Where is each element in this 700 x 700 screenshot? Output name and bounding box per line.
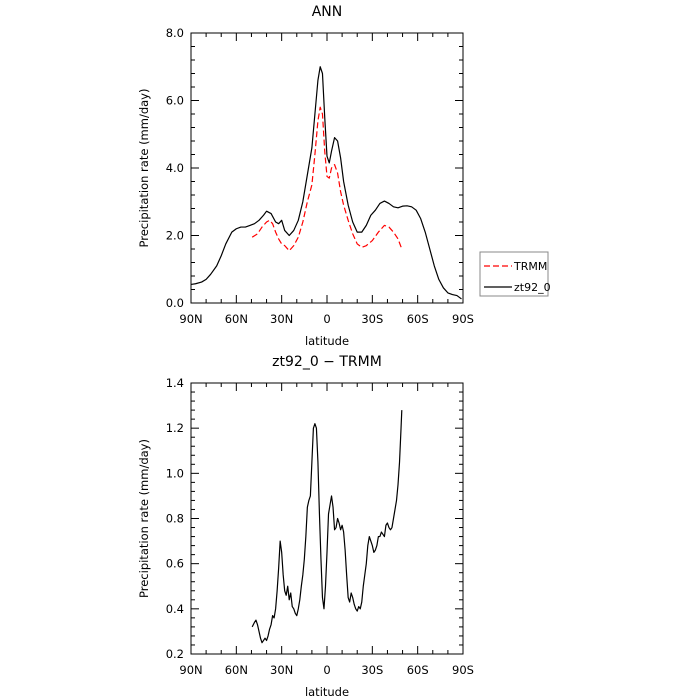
x-tick-label: 90N [179,663,202,677]
top-chart: 90N 60N 30N 0 30S 60S 90S 0.0 2.0 4.0 6.0 8.0 ANN lat… [137,4,551,348]
legend-label: zt92_0 [514,281,551,294]
y-tick-label: 0.8 [166,512,184,526]
x-tick-label: 60S [407,663,429,677]
y-tick-label: 0.4 [166,602,184,616]
x-tick-label: 30N [270,312,293,326]
plot-frame [190,382,464,655]
x-tick-label: 30S [361,663,383,677]
x-tick-label: 60N [225,312,248,326]
legend: TRMM zt92_0 [479,251,551,297]
x-axis-label: latitude [305,334,349,348]
y-tick-label: 0.6 [166,557,184,571]
y-tick-label: 1.2 [166,421,184,435]
chart-title: ANN [312,4,343,20]
y-tick-label: 8.0 [166,26,184,40]
series-line-trmm [251,106,403,252]
x-tick-label: 60N [225,663,248,677]
y-tick-label: 0.0 [166,296,184,310]
x-tick-label: 0 [323,663,330,677]
chart-title: zt92_0 − TRMM [272,354,382,370]
y-tick-label: 6.0 [166,94,184,108]
x-axis-label: latitude [305,685,349,699]
legend-box [479,251,549,297]
y-tick-label: 0.2 [166,647,184,661]
legend-label: TRMM [513,260,547,273]
y-tick-label: 1.4 [166,376,184,390]
plot-frame [190,32,464,304]
x-tick-label: 0 [323,312,330,326]
x-tick-label: 60S [407,312,429,326]
x-tick-label: 30S [361,312,383,326]
series-line-difference [251,410,403,644]
x-tick-label: 90S [452,663,474,677]
series-line-zt92-0 [191,66,462,300]
x-tick-label: 90N [179,312,202,326]
bottom-chart: 90N 60N 30N 0 30S 60S 90S 0.2 0.4 0.6 0.8 1.0 1.2 1.4… [137,354,474,699]
x-tick-label: 30N [270,663,293,677]
y-tick-label: 2.0 [166,229,184,243]
x-tick-label: 90S [452,312,474,326]
y-tick-label: 4.0 [166,161,184,175]
y-axis-label: Precipitation rate (mm/day) [137,89,151,248]
y-tick-label: 1.0 [166,466,184,480]
y-axis-label: Precipitation rate (mm/day) [137,439,151,598]
